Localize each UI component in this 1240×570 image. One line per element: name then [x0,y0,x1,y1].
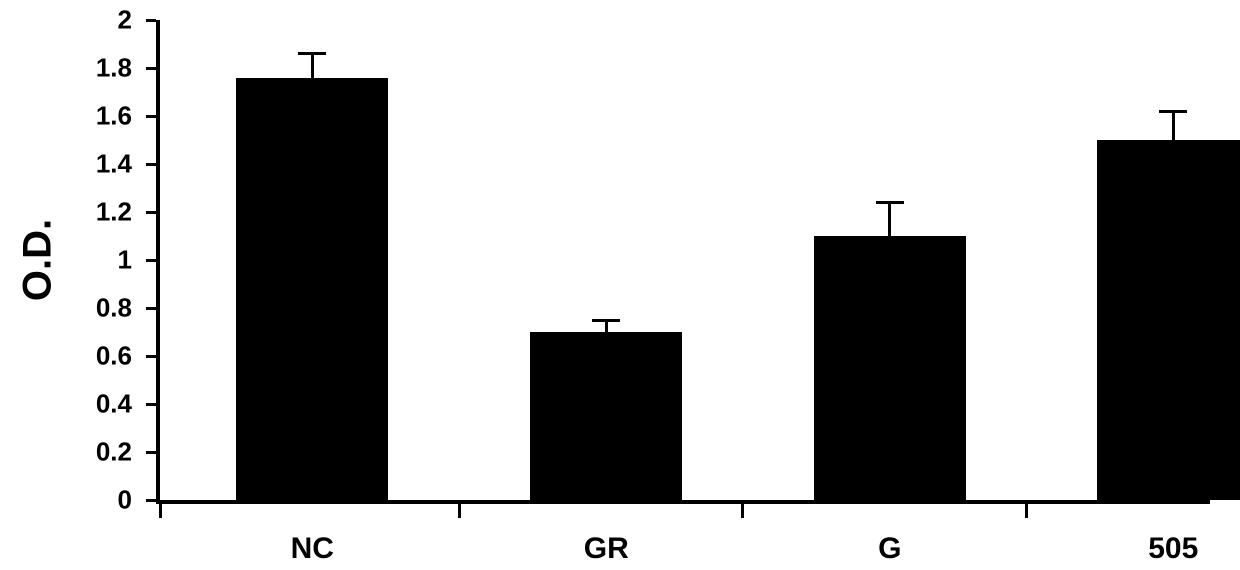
error-bar-stem [311,54,314,78]
y-tick [146,115,156,118]
y-tick-label: 1 [72,245,132,276]
y-tick [146,451,156,454]
x-tick [458,504,461,518]
x-tick [1025,504,1028,518]
plot-area: 00.20.40.60.811.21.41.61.82NCGRG505 [160,20,1210,500]
x-tick-label: G [878,532,901,566]
x-tick-label: NC [291,532,334,566]
y-tick-label: 1.4 [72,149,132,180]
y-tick [146,355,156,358]
y-tick [146,211,156,214]
error-bar-stem [605,320,608,332]
y-tick-label: 0.6 [72,341,132,372]
y-tick [146,19,156,22]
y-tick-label: 0.4 [72,389,132,420]
y-tick-label: 0 [72,485,132,516]
y-tick-label: 2 [72,5,132,36]
y-tick [146,259,156,262]
x-tick [159,504,162,518]
error-bar-cap [592,319,620,322]
bar-chart: O.D. 00.20.40.60.811.21.41.61.82NCGRG505 [0,0,1240,570]
error-bar-cap [1159,110,1187,113]
y-tick [146,163,156,166]
error-bar-stem [1172,111,1175,140]
x-axis-line [156,500,1210,504]
x-tick [741,504,744,518]
bar [814,236,966,500]
y-axis-title: O.D. [16,219,61,301]
y-tick-label: 1.6 [72,101,132,132]
x-tick-label: GR [584,532,629,566]
y-axis-line [156,20,160,504]
y-tick [146,67,156,70]
y-tick [146,403,156,406]
y-tick-label: 0.2 [72,437,132,468]
error-bar-cap [298,52,326,55]
y-tick [146,499,156,502]
error-bar-stem [888,202,891,236]
error-bar-cap [876,201,904,204]
y-tick-label: 1.8 [72,53,132,84]
y-tick [146,307,156,310]
y-tick-label: 1.2 [72,197,132,228]
bar [530,332,682,500]
bar [1097,140,1240,500]
y-tick-label: 0.8 [72,293,132,324]
x-tick-label: 505 [1148,532,1198,566]
bar [236,78,388,500]
